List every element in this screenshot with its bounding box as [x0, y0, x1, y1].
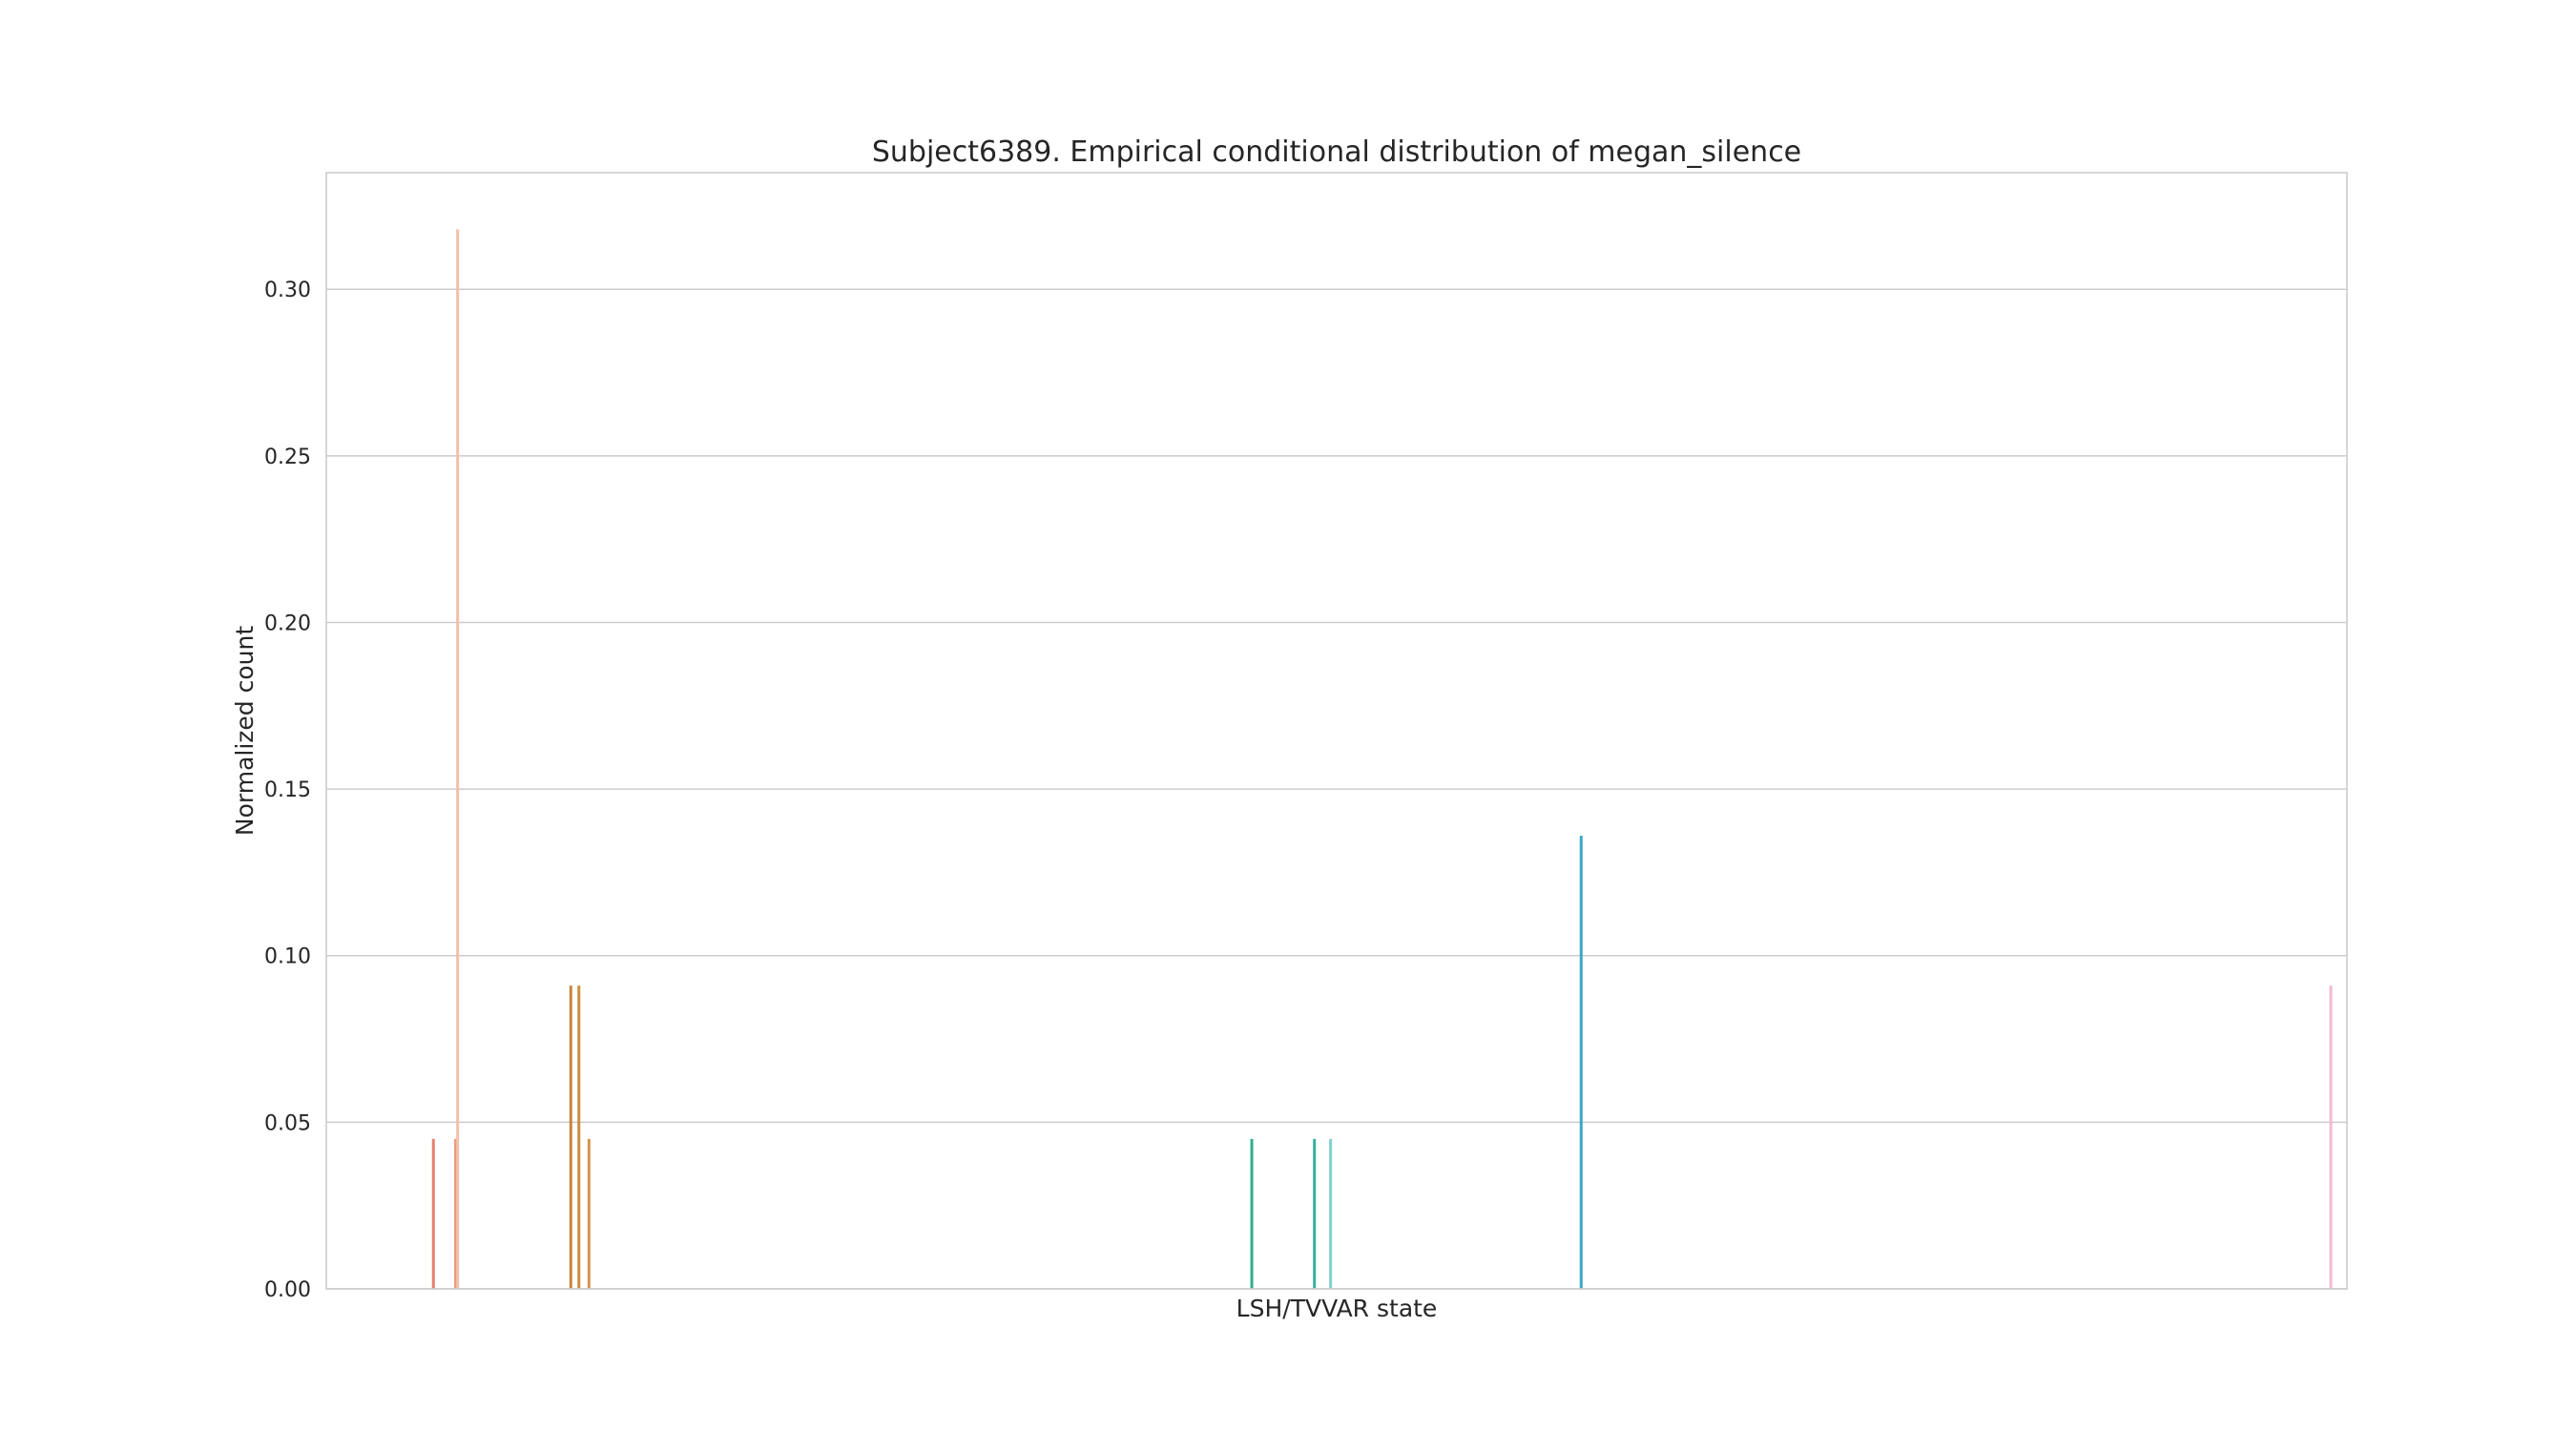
bar-layer	[431, 229, 2333, 1289]
y-tick-label: 0.30	[264, 279, 311, 302]
bar	[456, 229, 460, 1289]
bar	[587, 1138, 591, 1289]
y-tick-label: 0.15	[264, 778, 311, 802]
y-tick-label: 0.20	[264, 612, 311, 635]
grid-layer	[326, 288, 2347, 1290]
bar	[577, 985, 581, 1289]
y-tick-label: 0.10	[264, 945, 311, 969]
plot-frame	[325, 172, 2348, 1290]
bar	[1329, 1138, 1333, 1289]
bar	[1250, 1138, 1254, 1289]
chart-title: Subject6389. Empirical conditional distr…	[872, 135, 1801, 169]
bar	[569, 985, 572, 1289]
bar	[2329, 985, 2333, 1289]
y-tick-label: 0.05	[264, 1111, 311, 1135]
bar	[454, 1138, 458, 1289]
bar	[431, 1138, 435, 1289]
bar	[1579, 836, 1583, 1289]
y-axis-label: Normalized count	[231, 626, 259, 836]
y-tick-label: 0.00	[264, 1278, 311, 1302]
y-tick-label: 0.25	[264, 446, 311, 469]
tick-layer: 0.00 0.05 0.10 0.15 0.20 0.25 0.30	[264, 279, 311, 1302]
bar	[1313, 1138, 1317, 1289]
x-axis-label: LSH/TVVAR state	[1236, 1295, 1438, 1322]
